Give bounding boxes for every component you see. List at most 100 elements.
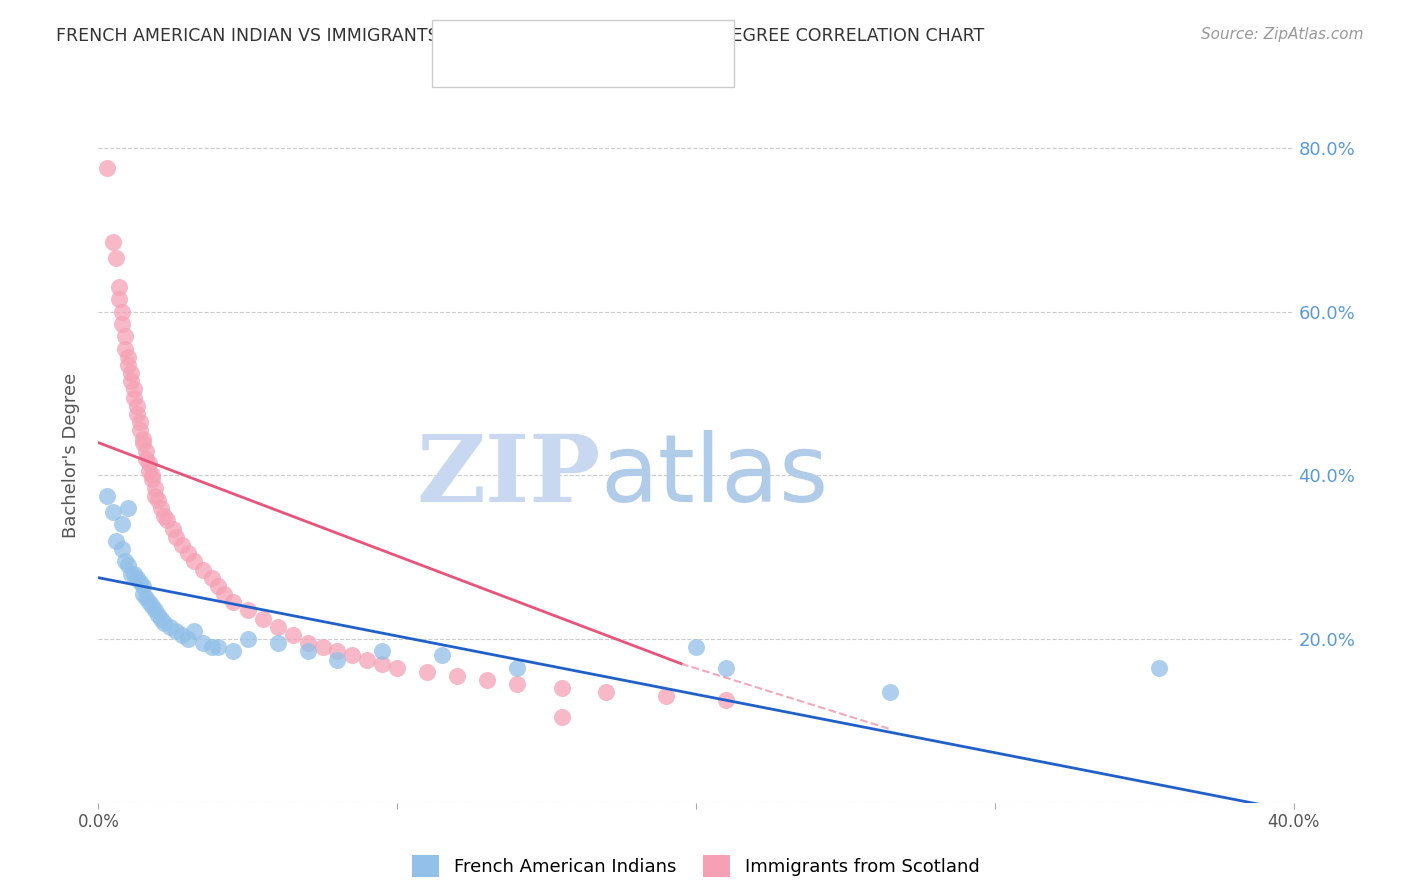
Text: FRENCH AMERICAN INDIAN VS IMMIGRANTS FROM SCOTLAND BACHELOR'S DEGREE CORRELATION: FRENCH AMERICAN INDIAN VS IMMIGRANTS FRO… <box>56 27 984 45</box>
Point <box>120 374 142 388</box>
Text: 41: 41 <box>638 38 661 56</box>
Point <box>236 603 259 617</box>
Point <box>655 690 678 704</box>
Point <box>156 513 179 527</box>
Point <box>595 685 617 699</box>
Text: N =: N = <box>598 38 634 56</box>
Point <box>96 161 118 176</box>
Point <box>135 452 157 467</box>
Point <box>446 669 468 683</box>
Legend: French American Indians, Immigrants from Scotland: French American Indians, Immigrants from… <box>405 847 987 884</box>
Point <box>685 640 707 655</box>
Point <box>117 350 139 364</box>
Text: ZIP: ZIP <box>416 431 600 521</box>
Point <box>1147 661 1170 675</box>
Point <box>111 304 134 318</box>
Point <box>132 432 155 446</box>
Point <box>281 628 304 642</box>
Point <box>297 644 319 658</box>
Point <box>138 464 160 478</box>
Point <box>127 407 149 421</box>
Point <box>141 473 163 487</box>
Point <box>120 566 142 581</box>
Point <box>212 587 235 601</box>
Point <box>124 566 146 581</box>
Point <box>143 481 166 495</box>
Point <box>127 399 149 413</box>
Point <box>172 628 194 642</box>
Point <box>165 624 187 638</box>
Point <box>117 501 139 516</box>
Point <box>138 456 160 470</box>
Point <box>207 640 229 655</box>
Point <box>114 554 136 568</box>
Point <box>114 342 136 356</box>
Point <box>506 677 529 691</box>
Text: R =: R = <box>492 69 529 87</box>
Point <box>117 558 139 573</box>
Point <box>371 657 394 671</box>
Point <box>297 636 319 650</box>
Point <box>183 624 205 638</box>
Text: Source: ZipAtlas.com: Source: ZipAtlas.com <box>1201 27 1364 42</box>
Point <box>103 505 125 519</box>
Point <box>222 595 245 609</box>
Point <box>326 652 349 666</box>
Point <box>141 599 163 614</box>
Point <box>252 612 274 626</box>
Point <box>148 492 170 507</box>
Point <box>105 533 128 548</box>
Point <box>127 571 149 585</box>
Point <box>879 685 901 699</box>
Point <box>132 435 155 450</box>
Point <box>135 443 157 458</box>
Point <box>201 640 224 655</box>
Point <box>111 317 134 331</box>
Text: 64: 64 <box>638 69 661 87</box>
Point <box>714 661 737 675</box>
Point <box>159 620 181 634</box>
Point <box>150 501 173 516</box>
Point <box>135 591 157 606</box>
Point <box>108 293 131 307</box>
Point <box>371 644 394 658</box>
Point <box>191 636 214 650</box>
Point <box>148 607 170 622</box>
Point <box>550 681 572 696</box>
Point <box>177 632 200 646</box>
Point <box>96 489 118 503</box>
Point <box>138 595 160 609</box>
Point <box>385 661 409 675</box>
Point <box>150 612 173 626</box>
Text: N =: N = <box>598 69 634 87</box>
Point <box>105 252 128 266</box>
Point <box>124 383 146 397</box>
Point <box>143 489 166 503</box>
Point <box>506 661 529 675</box>
Point <box>108 280 131 294</box>
Point <box>236 632 259 646</box>
Point <box>201 571 224 585</box>
Text: R =: R = <box>492 38 529 56</box>
Point <box>356 652 378 666</box>
Point <box>191 562 214 576</box>
Point <box>141 468 163 483</box>
Point <box>111 542 134 557</box>
Point <box>129 415 152 429</box>
Point <box>267 636 290 650</box>
Point <box>129 574 152 589</box>
Point <box>111 517 134 532</box>
Point <box>117 358 139 372</box>
Y-axis label: Bachelor's Degree: Bachelor's Degree <box>62 372 80 538</box>
Point <box>132 579 155 593</box>
Point <box>162 522 184 536</box>
Point <box>416 665 439 679</box>
Point <box>342 648 364 663</box>
Point <box>132 587 155 601</box>
Point <box>129 423 152 437</box>
Point <box>311 640 333 655</box>
Text: -0.492: -0.492 <box>534 38 593 56</box>
Text: atlas: atlas <box>600 430 828 522</box>
Point <box>207 579 229 593</box>
Point <box>550 710 572 724</box>
